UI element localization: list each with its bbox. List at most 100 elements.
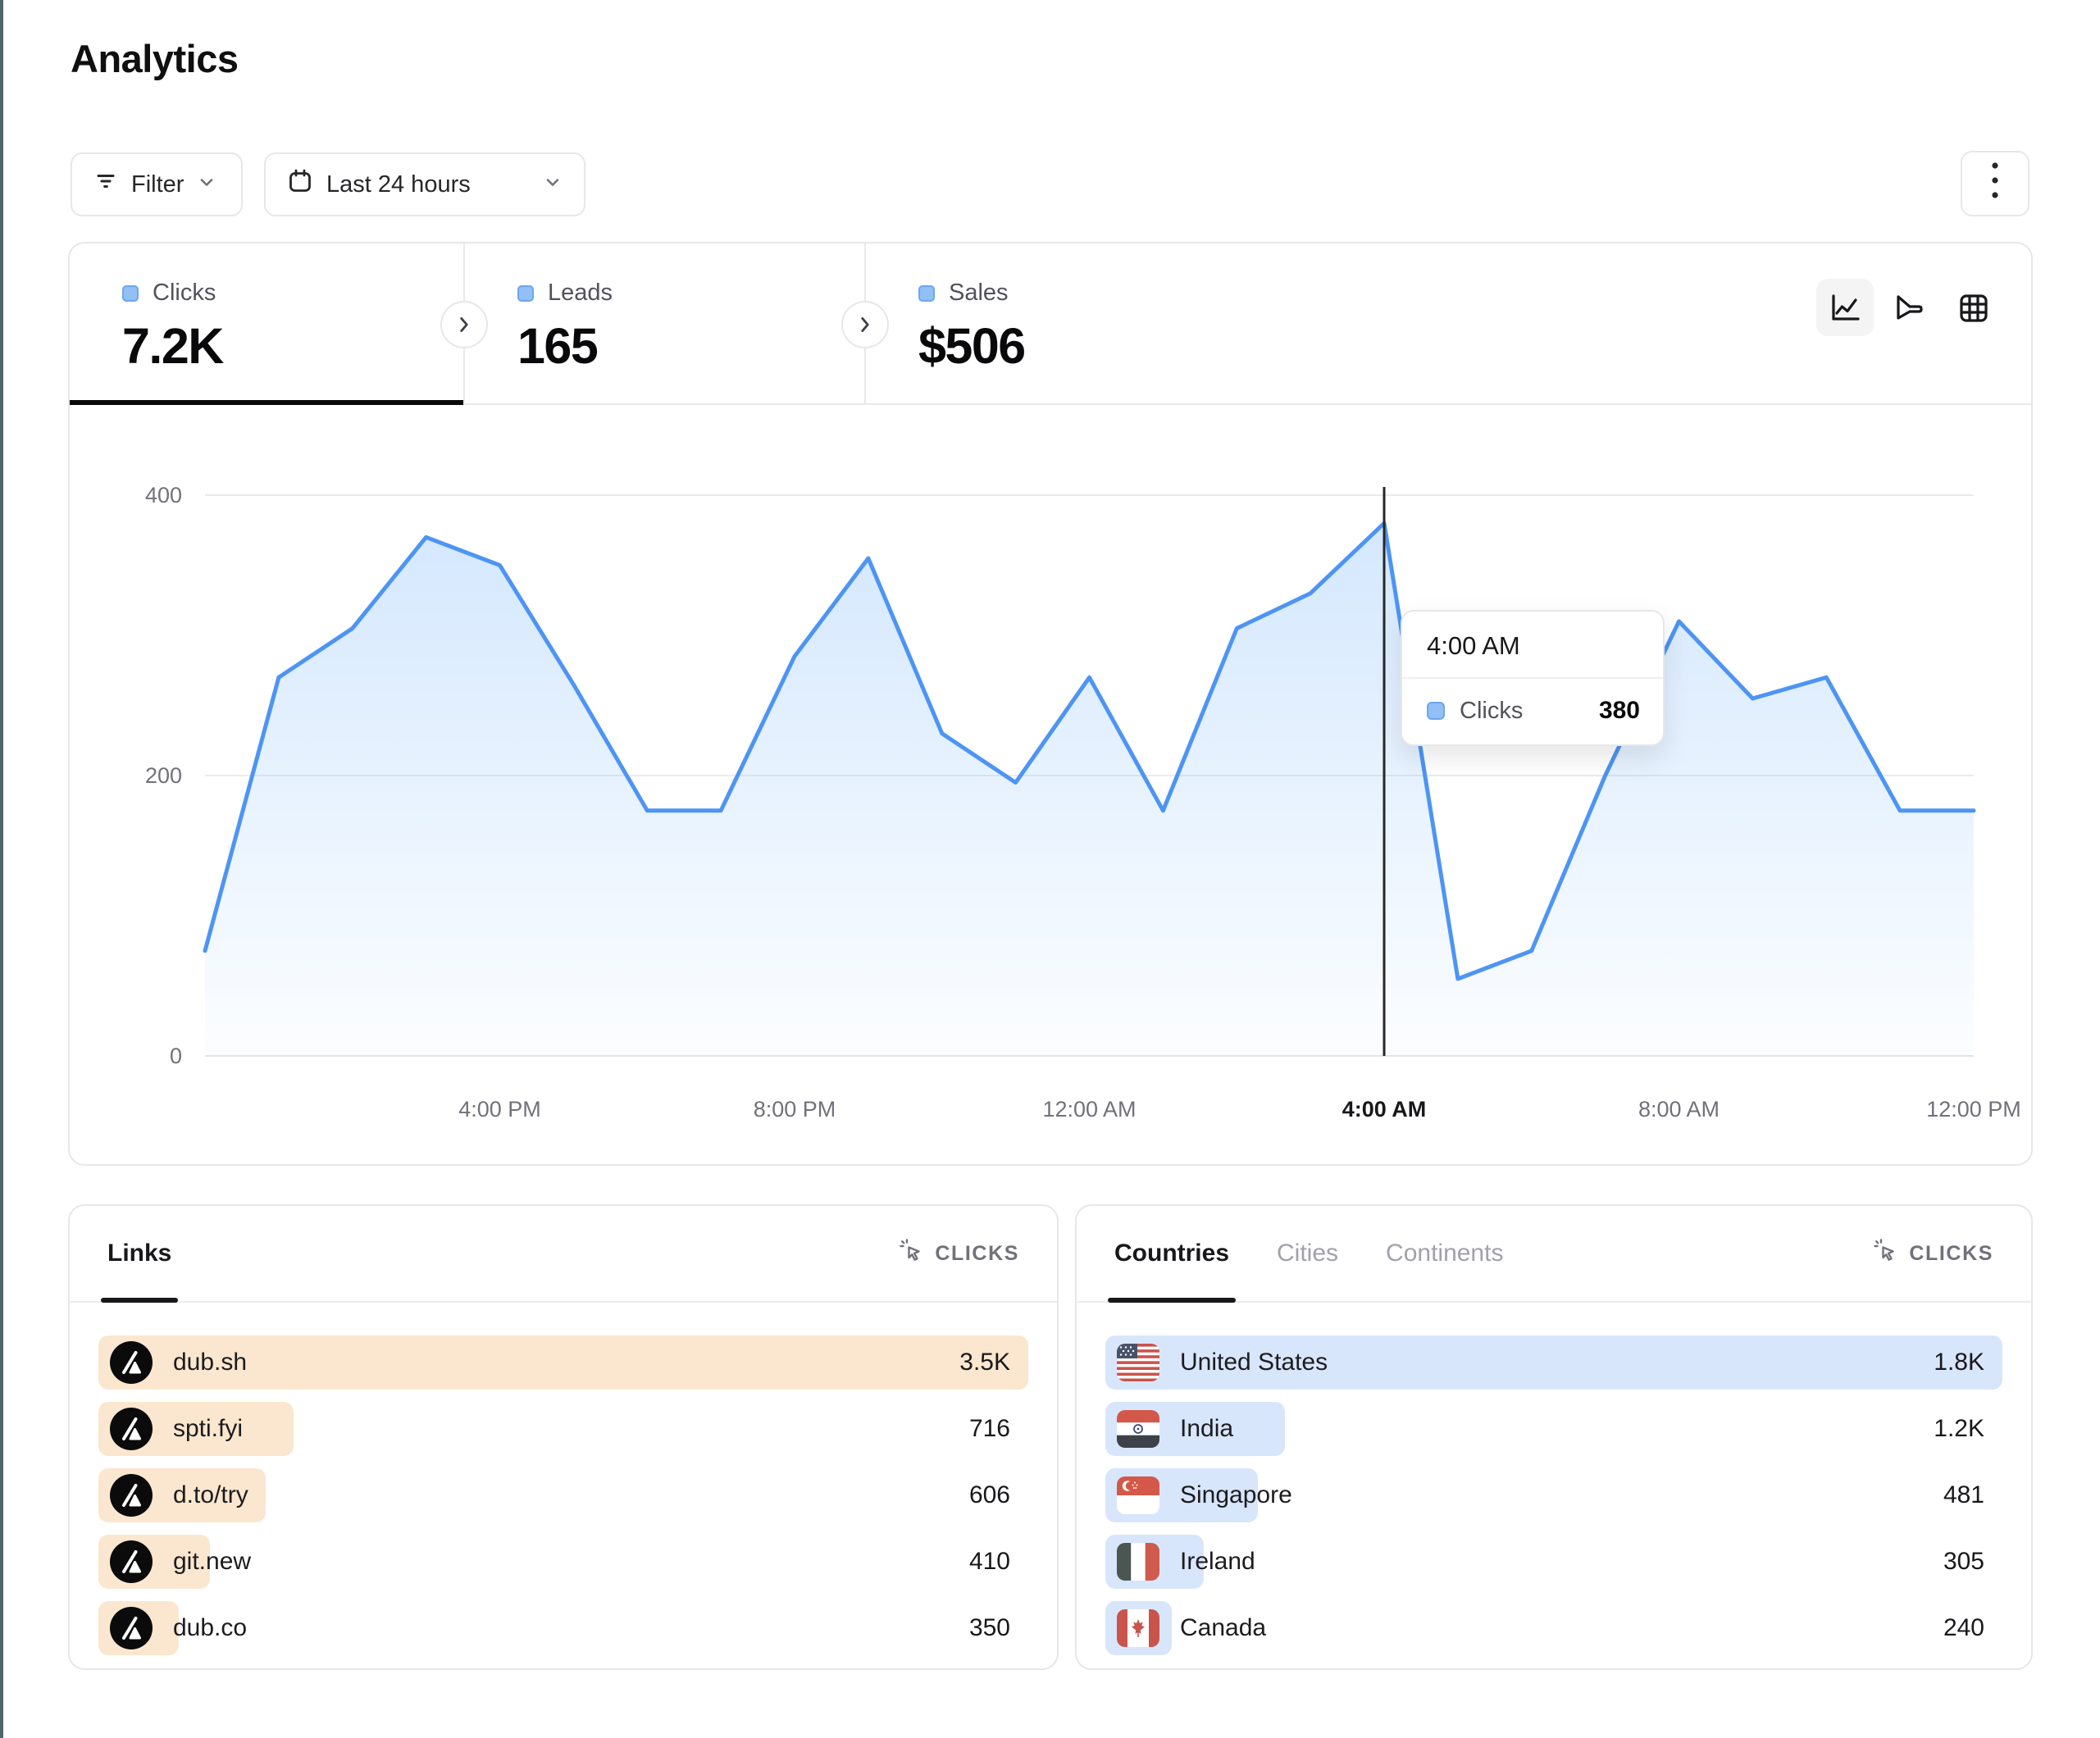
countries-tab-label: Countries <box>1114 1240 1230 1267</box>
x-axis-label: 8:00 AM <box>1638 1097 1720 1122</box>
sales-legend-icon <box>918 284 935 302</box>
india-flag-icon <box>1117 1410 1159 1448</box>
chart-tooltip: 4:00 AM Clicks 380 <box>1401 610 1665 746</box>
link-clicks-value: 350 <box>968 1614 1010 1641</box>
tab-leads[interactable]: Leads 165 <box>465 243 863 405</box>
clicks-tab-label: Clicks <box>153 280 216 306</box>
link-label: dub.co <box>173 1614 248 1641</box>
link-clicks-value: 606 <box>968 1481 1010 1508</box>
clicks-value: 7.2K <box>122 318 224 374</box>
link-clicks-value: 3.5K <box>959 1349 1010 1376</box>
next-metric-chevron-button[interactable] <box>841 301 889 348</box>
funnel-chart-toggle-button[interactable] <box>1880 279 1938 336</box>
country-label: United States <box>1180 1349 1328 1376</box>
link-row[interactable]: dub.sh 3.5K <box>98 1335 1028 1390</box>
clicks-area-fill <box>205 523 1974 1056</box>
y-axis-label: 400 <box>145 483 182 507</box>
tab-continents[interactable]: Continents <box>1386 1206 1503 1301</box>
country-row[interactable]: Singapore 481 <box>1105 1468 2002 1522</box>
filter-button[interactable]: Filter <box>71 152 243 216</box>
x-axis-label: 8:00 PM <box>754 1097 836 1122</box>
dub-logo-icon <box>110 1341 153 1384</box>
clicks-legend-icon <box>122 284 139 302</box>
x-axis-label: 12:00 AM <box>1042 1097 1136 1122</box>
link-clicks-value: 716 <box>968 1415 1010 1442</box>
stats-tabs-row: Clicks 7.2K Leads 165 Sales $506 <box>70 243 2031 405</box>
more-options-button[interactable] <box>1961 151 2029 216</box>
date-range-button[interactable]: Last 24 hours <box>264 152 585 216</box>
canada-flag-icon <box>1117 1609 1159 1647</box>
link-label: spti.fyi <box>173 1415 244 1442</box>
x-axis-label: 12:00 PM <box>1926 1097 2021 1122</box>
cursor-click-icon <box>900 1238 924 1269</box>
calendar-icon <box>287 168 313 201</box>
country-clicks-value: 481 <box>1943 1481 1984 1508</box>
kebab-menu-icon <box>1989 159 2001 208</box>
country-label: Ireland <box>1180 1548 1255 1575</box>
link-row[interactable]: dub.co 350 <box>98 1601 1028 1655</box>
clicks-legend-icon <box>1427 702 1445 720</box>
tooltip-time: 4:00 AM <box>1402 612 1663 679</box>
tab-cities[interactable]: Cities <box>1277 1206 1338 1301</box>
table-view-toggle-button[interactable] <box>1944 279 2002 336</box>
country-label: Canada <box>1180 1614 1267 1641</box>
y-axis-label: 0 <box>170 1044 182 1068</box>
tab-sales[interactable]: Sales $506 <box>866 243 1260 405</box>
link-label: git.new <box>173 1548 252 1575</box>
countries-panel-header: Countries Cities Continents CLICKS <box>1077 1206 2031 1303</box>
page-edge-strip <box>0 0 3 1738</box>
link-row[interactable]: d.to/try 606 <box>98 1468 1028 1522</box>
country-row[interactable]: Ireland 305 <box>1105 1535 2002 1589</box>
dub-logo-icon <box>110 1607 153 1649</box>
continents-tab-label: Continents <box>1386 1240 1504 1267</box>
tab-countries[interactable]: Countries <box>1107 1206 1237 1303</box>
links-metric-selector[interactable]: CLICKS <box>900 1238 1019 1269</box>
sales-tab-label: Sales <box>949 280 1009 306</box>
dub-logo-icon <box>110 1474 153 1517</box>
tab-clicks[interactable]: Clicks 7.2K <box>70 243 463 405</box>
dub-logo-icon <box>110 1540 153 1583</box>
active-tab-underline <box>70 400 463 405</box>
filter-icon <box>93 169 118 200</box>
link-label: d.to/try <box>173 1481 248 1508</box>
country-clicks-value: 240 <box>1943 1614 1984 1641</box>
link-row[interactable]: spti.fyi 716 <box>98 1402 1028 1456</box>
countries-metric-selector[interactable]: CLICKS <box>1874 1238 1993 1269</box>
country-row[interactable]: Canada 240 <box>1105 1601 2002 1655</box>
y-axis-label: 200 <box>145 763 182 788</box>
leads-tab-label: Leads <box>548 280 613 306</box>
country-label: Singapore <box>1180 1481 1292 1508</box>
country-row[interactable]: India 1.2K <box>1105 1402 2002 1456</box>
line-chart-toggle-button[interactable] <box>1816 279 1874 336</box>
countries-panel: Countries Cities Continents CLICKS <box>1075 1204 2033 1670</box>
cursor-click-icon <box>1874 1238 1898 1269</box>
cities-tab-label: Cities <box>1277 1240 1339 1267</box>
countries-metric-label: CLICKS <box>1909 1241 1993 1265</box>
link-label: dub.sh <box>173 1349 248 1376</box>
clicks-area-chart[interactable]: 0 200 400 4:00 PM 8:00 PM 12:00 AM 4:00 AM 8:00… <box>70 405 2034 1167</box>
x-axis-label: 4:00 PM <box>458 1097 541 1122</box>
link-row[interactable]: git.new 410 <box>98 1535 1028 1589</box>
united-states-flag-icon <box>1117 1344 1159 1381</box>
chevron-down-icon <box>197 171 216 198</box>
country-bar <box>1105 1335 2002 1390</box>
singapore-flag-icon <box>1117 1476 1159 1514</box>
country-label: India <box>1180 1415 1234 1442</box>
chevron-down-icon <box>543 171 563 198</box>
links-panel-header: Links CLICKS <box>70 1206 1057 1303</box>
chart-type-toggles <box>1816 279 2002 336</box>
links-metric-label: CLICKS <box>935 1241 1019 1265</box>
tab-links[interactable]: Links <box>100 1206 179 1303</box>
date-range-label: Last 24 hours <box>326 171 471 198</box>
country-clicks-value: 1.8K <box>1934 1349 1984 1376</box>
country-row[interactable]: United States 1.8K <box>1105 1335 2002 1390</box>
x-axis-label: 4:00 AM <box>1342 1097 1427 1122</box>
clicks-line <box>203 521 1976 981</box>
sales-value: $506 <box>918 318 1026 374</box>
ireland-flag-icon <box>1117 1543 1159 1581</box>
links-panel: Links CLICKS dub <box>68 1204 1059 1670</box>
next-metric-chevron-button[interactable] <box>440 301 488 348</box>
link-bar <box>98 1335 1028 1390</box>
tooltip-value: 380 <box>1598 697 1640 724</box>
